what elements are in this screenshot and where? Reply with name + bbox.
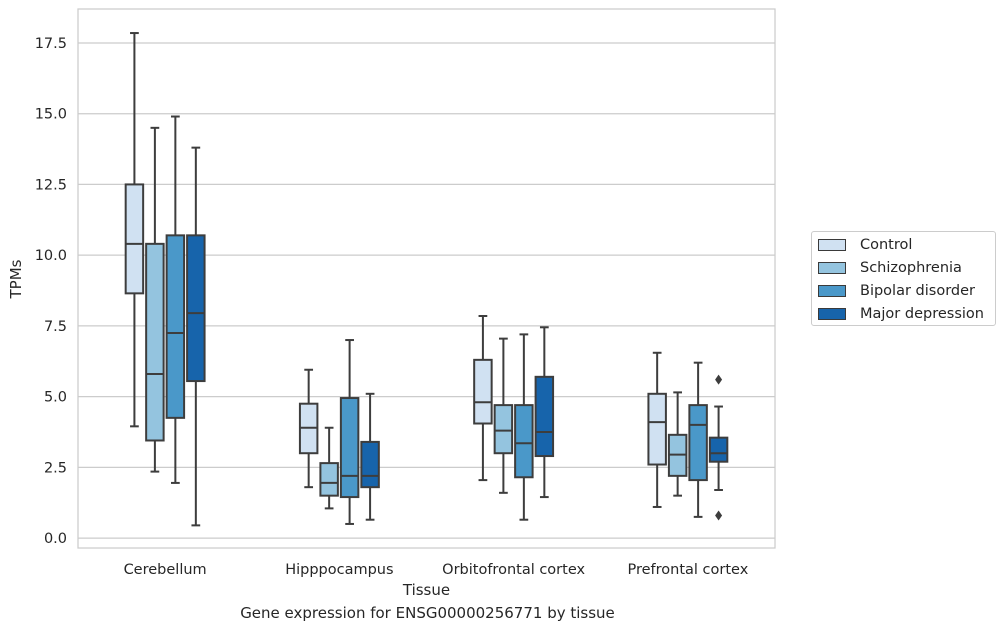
box-iqr — [186, 234, 206, 383]
x-tick-labels: Cerebellum Hipppocampus Orbitofrontal cort… — [124, 562, 749, 578]
outlier-point — [715, 374, 723, 385]
y-tick-labels: 0.0 2.5 5.0 7.5 10.0 12.5 15.0 17.5 — [35, 36, 67, 547]
box-iqr — [339, 397, 360, 499]
legend-item-bipolar-disorder: Bipolar disorder — [818, 281, 975, 301]
legend-label-schizophrenia: Schizophrenia — [860, 260, 962, 276]
legend-label-bipolar-disorder: Bipolar disorder — [860, 283, 975, 299]
y-tick-label: 5.0 — [44, 390, 67, 406]
y-tick-label: 2.5 — [44, 460, 67, 476]
legend-label-control: Control — [860, 237, 913, 253]
box — [688, 361, 708, 518]
box-iqr — [534, 375, 555, 458]
y-tick-label: 15.0 — [35, 107, 67, 123]
legend-item-major-depression: Major depression — [818, 304, 984, 324]
box — [473, 314, 493, 482]
box-iqr — [493, 404, 514, 455]
box — [165, 115, 186, 484]
box-iqr — [165, 234, 186, 419]
box-iqr — [319, 462, 339, 497]
legend: Control Schizophrenia Bipolar disorder M… — [811, 231, 996, 326]
box — [514, 333, 534, 521]
x-tick-label: Prefrontal cortex — [627, 562, 748, 578]
box — [647, 351, 667, 508]
box — [534, 326, 555, 499]
legend-swatch-major-depression — [818, 308, 846, 320]
box-iqr — [473, 358, 493, 425]
box — [298, 368, 319, 489]
box — [186, 146, 206, 527]
y-tick-label: 7.5 — [44, 319, 67, 335]
box — [360, 392, 380, 521]
x-tick-label: Orbitofrontal cortex — [442, 562, 585, 578]
chart-caption: Gene expression for ENSG00000256771 by t… — [240, 604, 615, 622]
legend-label-major-depression: Major depression — [860, 306, 984, 322]
box-series — [124, 32, 729, 527]
box-iqr — [145, 242, 165, 442]
box-iqr — [708, 436, 729, 463]
legend-item-schizophrenia: Schizophrenia — [818, 258, 962, 278]
box — [145, 126, 165, 473]
box-iqr — [124, 183, 145, 295]
x-tick-label: Cerebellum — [124, 562, 207, 578]
plot-frame — [77, 8, 776, 549]
y-tick-label: 0.0 — [44, 531, 67, 547]
box-iqr — [688, 404, 708, 482]
box — [708, 374, 729, 521]
box-iqr — [514, 404, 534, 479]
legend-swatch-schizophrenia — [818, 262, 846, 274]
box — [339, 339, 360, 525]
box — [667, 391, 688, 497]
legend-swatch-bipolar-disorder — [818, 285, 846, 297]
x-axis-label: Tissue — [402, 581, 450, 599]
x-tick-label: Hipppocampus — [285, 562, 393, 578]
y-axis-label: TPMs — [7, 259, 25, 299]
box-iqr — [360, 440, 380, 489]
y-tick-label: 17.5 — [35, 36, 67, 52]
box — [493, 337, 514, 494]
y-tick-label: 12.5 — [35, 177, 67, 193]
box-iqr — [647, 392, 667, 466]
outlier-point — [715, 510, 723, 521]
legend-swatch-control — [818, 239, 846, 251]
box — [124, 32, 145, 428]
legend-item-control: Control — [818, 235, 912, 255]
box — [319, 426, 339, 510]
y-tick-label: 10.0 — [35, 248, 67, 264]
